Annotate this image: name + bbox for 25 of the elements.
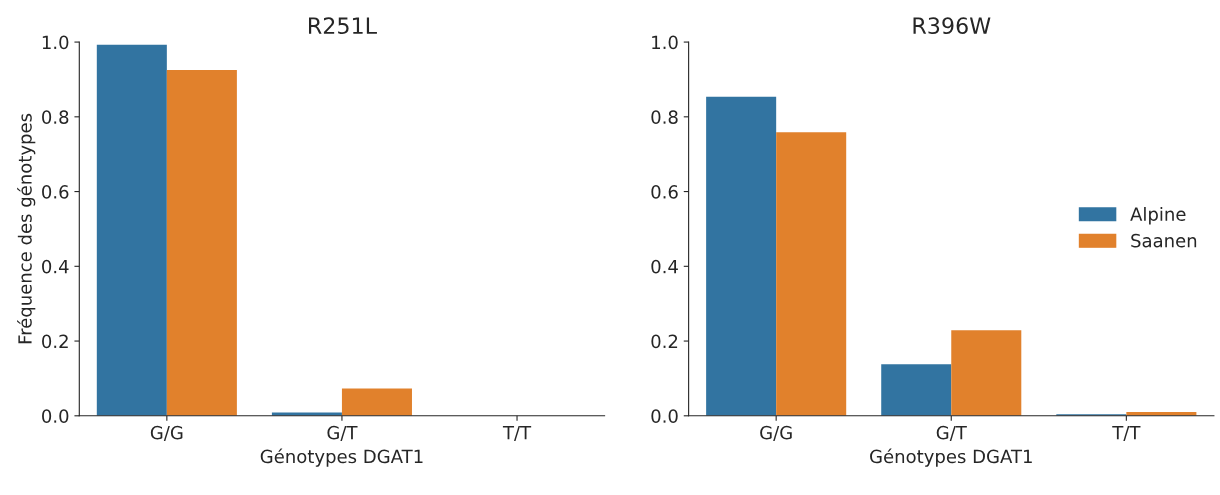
chart-title: R396W <box>913 17 991 35</box>
y-axis-title: Fréquence des génotypes <box>17 113 36 344</box>
legend-label: Alpine <box>1130 206 1186 225</box>
y-tick-label: 0.0 <box>651 409 678 423</box>
y-tick-label: 0.0 <box>42 409 69 423</box>
x-tick-label: T/T <box>1112 426 1141 441</box>
y-tick-label: 0.4 <box>42 259 69 274</box>
y-tick-label: 0.2 <box>42 334 68 349</box>
y-tick-label: 0.6 <box>651 185 678 199</box>
x-axis-title: Génotypes DGAT1 <box>870 448 1032 467</box>
x-tick-label: T/T <box>502 426 532 441</box>
y-tick-label: 0.8 <box>42 110 69 124</box>
x-tick-label: G/T <box>327 425 358 441</box>
y-tick-label: 0.2 <box>651 334 678 349</box>
y-tick-label: 0.8 <box>651 110 678 124</box>
x-tick-label: G/G <box>150 425 183 441</box>
legend-label: Saanen <box>1131 233 1197 248</box>
y-tick-label: 0.4 <box>651 259 678 274</box>
x-tick-label: G/G <box>760 425 792 441</box>
y-tick-label: 0.6 <box>42 185 69 199</box>
x-axis-title: Génotypes DGAT1 <box>260 448 423 467</box>
chart-title: R251L <box>309 17 377 35</box>
x-tick-label: G/T <box>936 425 967 441</box>
y-tick-label: 1.0 <box>42 35 69 50</box>
y-tick-label: 1.0 <box>652 35 678 50</box>
